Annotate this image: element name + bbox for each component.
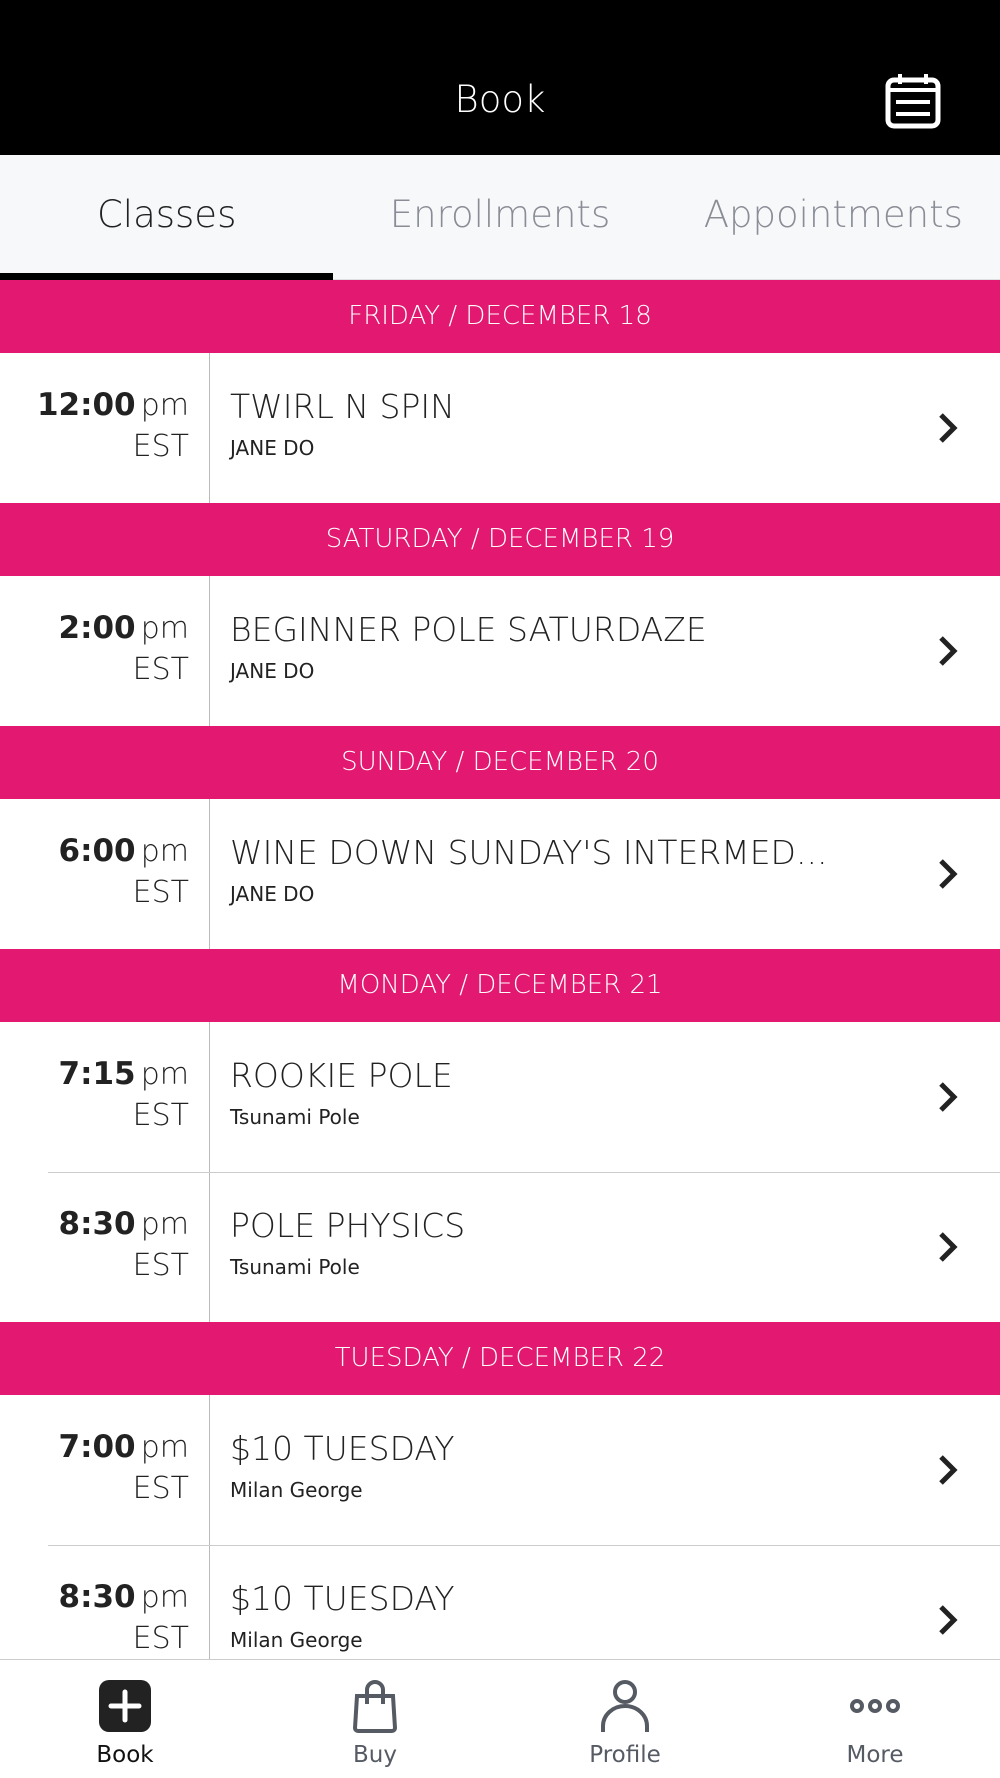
instructor: Tsunami Pole (230, 1255, 360, 1279)
timezone: EST (132, 1098, 189, 1133)
class-name: TWIRL N SPIN (230, 387, 455, 426)
class-row[interactable]: 2:00 pm EST BEGINNER POLE SATURDAZE JANE… (0, 576, 1000, 726)
more-dots-icon (850, 1699, 900, 1713)
timezone: EST (132, 1621, 189, 1656)
nav-label: Buy (353, 1742, 397, 1768)
calendar-list-icon[interactable] (884, 72, 942, 130)
class-info: ROOKIE POLE Tsunami Pole (210, 1022, 1000, 1172)
nav-more[interactable]: More (750, 1660, 1000, 1778)
class-time: 8:30 pm EST (0, 1172, 210, 1322)
nav-buy[interactable]: Buy (250, 1660, 500, 1778)
date-header: FRIDAY / DECEMBER 18 (0, 280, 1000, 353)
person-icon (601, 1680, 649, 1732)
class-name: $10 TUESDAY (230, 1579, 455, 1618)
class-time: 6:00 pm EST (0, 799, 210, 949)
instructor: Tsunami Pole (230, 1105, 360, 1129)
ampm: pm (140, 1430, 189, 1465)
time: 8:30 (58, 1206, 136, 1242)
date-header: TUESDAY / DECEMBER 22 (0, 1322, 1000, 1395)
class-row[interactable]: 8:30 pm EST POLE PHYSICS Tsunami Pole (0, 1172, 1000, 1322)
class-info: TWIRL N SPIN JANE DO (210, 353, 1000, 503)
class-time: 8:30 pm EST (0, 1545, 210, 1659)
instructor: Milan George (230, 1478, 363, 1502)
tab-enrollments[interactable]: Enrollments (389, 193, 611, 236)
ampm: pm (140, 1580, 189, 1615)
class-row[interactable]: 7:00 pm EST $10 TUESDAY Milan George (0, 1395, 1000, 1545)
ampm: pm (140, 834, 189, 869)
chevron-right-icon[interactable] (936, 633, 960, 669)
page-title: Book (454, 78, 546, 121)
date-header: MONDAY / DECEMBER 21 (0, 949, 1000, 1022)
timezone: EST (132, 1248, 189, 1283)
date-header: SUNDAY / DECEMBER 20 (0, 726, 1000, 799)
instructor: JANE DO (230, 882, 315, 906)
timezone: EST (132, 875, 189, 910)
top-bar: Book (0, 0, 1000, 155)
class-row[interactable]: 12:00 pm EST TWIRL N SPIN JANE DO (0, 353, 1000, 503)
time: 2:00 (58, 610, 136, 646)
chevron-right-icon[interactable] (936, 1079, 960, 1115)
class-name: BEGINNER POLE SATURDAZE (230, 610, 707, 649)
nav-label: Book (96, 1742, 154, 1768)
class-name: WINE DOWN SUNDAY'S INTERMED... (230, 833, 828, 872)
chevron-right-icon[interactable] (936, 410, 960, 446)
chevron-right-icon[interactable] (936, 1229, 960, 1265)
time: 12:00 (36, 387, 136, 423)
class-name: POLE PHYSICS (230, 1206, 466, 1245)
chevron-right-icon[interactable] (936, 856, 960, 892)
class-time: 2:00 pm EST (0, 576, 210, 726)
nav-profile[interactable]: Profile (500, 1660, 750, 1778)
timezone: EST (132, 429, 189, 464)
class-info: WINE DOWN SUNDAY'S INTERMED... JANE DO (210, 799, 1000, 949)
class-row[interactable]: 7:15 pm EST ROOKIE POLE Tsunami Pole (0, 1022, 1000, 1172)
instructor: Milan George (230, 1628, 363, 1652)
ampm: pm (140, 1207, 189, 1242)
ampm: pm (140, 388, 189, 423)
class-time: 7:15 pm EST (0, 1022, 210, 1172)
time: 6:00 (58, 833, 136, 869)
class-row[interactable]: 6:00 pm EST WINE DOWN SUNDAY'S INTERMED.… (0, 799, 1000, 949)
chevron-right-icon[interactable] (936, 1452, 960, 1488)
nav-label: More (846, 1742, 904, 1768)
class-time: 7:00 pm EST (0, 1395, 210, 1545)
tab-bar: Classes Enrollments Appointments (0, 155, 1000, 280)
date-header: SATURDAY / DECEMBER 19 (0, 503, 1000, 576)
active-tab-indicator (0, 273, 333, 280)
instructor: JANE DO (230, 436, 315, 460)
shopping-bag-icon (352, 1680, 398, 1733)
class-list[interactable]: FRIDAY / DECEMBER 18 12:00 pm EST TWIRL … (0, 280, 1000, 1659)
instructor: JANE DO (230, 659, 315, 683)
time: 7:00 (58, 1429, 136, 1465)
class-info: $10 TUESDAY Milan George (210, 1545, 1000, 1659)
timezone: EST (132, 652, 189, 687)
timezone: EST (132, 1471, 189, 1506)
nav-book[interactable]: Book (0, 1660, 250, 1778)
tab-classes[interactable]: Classes (96, 193, 237, 236)
class-row[interactable]: 8:30 pm EST $10 TUESDAY Milan George (0, 1545, 1000, 1659)
bottom-nav: Book Buy Profile More (0, 1659, 1000, 1778)
class-name: $10 TUESDAY (230, 1429, 455, 1468)
nav-label: Profile (589, 1742, 661, 1768)
ampm: pm (140, 611, 189, 646)
time: 7:15 (58, 1056, 136, 1092)
plus-square-icon (99, 1680, 151, 1732)
tab-appointments[interactable]: Appointments (703, 193, 963, 236)
time: 8:30 (58, 1579, 136, 1615)
class-info: $10 TUESDAY Milan George (210, 1395, 1000, 1545)
ampm: pm (140, 1057, 189, 1092)
chevron-right-icon[interactable] (936, 1602, 960, 1638)
class-name: ROOKIE POLE (230, 1056, 453, 1095)
class-time: 12:00 pm EST (0, 353, 210, 503)
class-info: BEGINNER POLE SATURDAZE JANE DO (210, 576, 1000, 726)
class-info: POLE PHYSICS Tsunami Pole (210, 1172, 1000, 1322)
